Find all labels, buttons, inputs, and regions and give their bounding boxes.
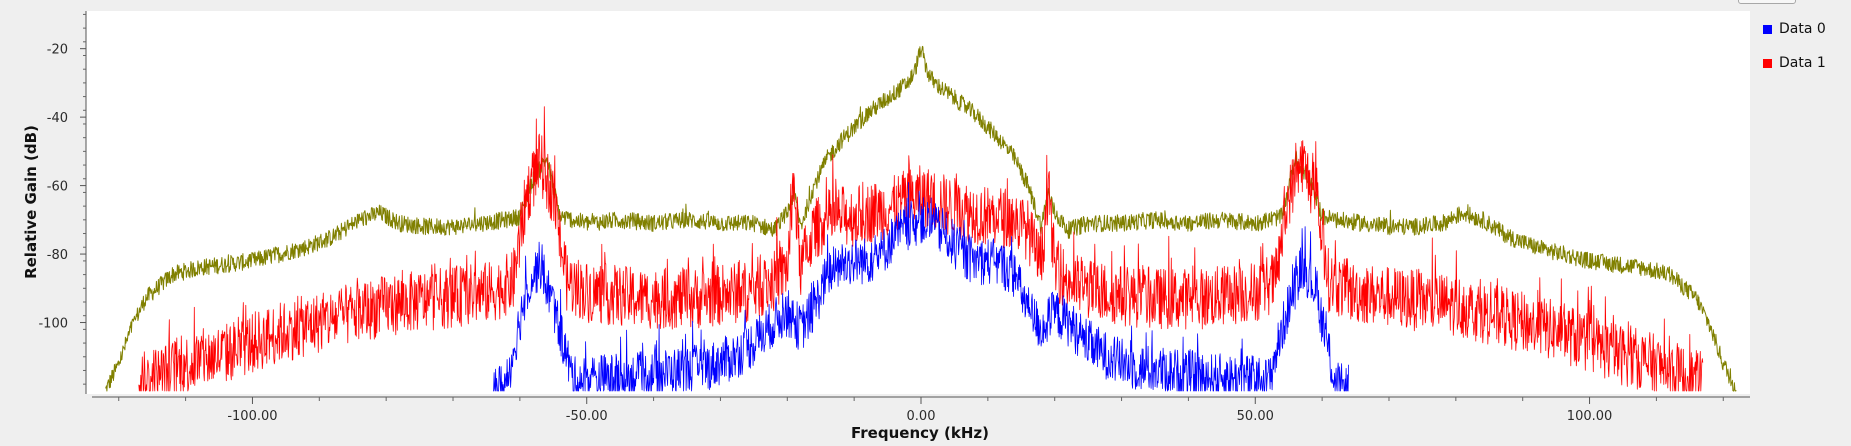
- series-line-unlabeled: [105, 45, 1737, 392]
- legend-label-data-1: Data 1: [1779, 55, 1826, 71]
- y-tick-label: -100: [38, 317, 68, 332]
- x-tick-label: -50.00: [566, 409, 608, 424]
- legend-label-data-0: Data 0: [1779, 21, 1826, 37]
- legend-swatch-data-0: [1763, 24, 1772, 34]
- legend-swatch-data-1: [1763, 58, 1772, 68]
- x-axis-title: Frequency (kHz): [851, 424, 989, 442]
- y-tick-label: -20: [47, 43, 68, 58]
- y-tick-label: -80: [47, 248, 68, 263]
- legend-item-data-1[interactable]: Data 1: [1763, 46, 1849, 80]
- x-tick-label: 50.00: [1237, 409, 1274, 424]
- y-axis: -20 -40 -60 -80 -100: [38, 11, 87, 394]
- series-line-data-0: [493, 182, 1349, 392]
- x-axis: -100.00 -50.00 0.00 50.00 100.00: [92, 396, 1750, 424]
- series-curves: [105, 45, 1737, 392]
- x-tick-label: 100.00: [1567, 409, 1613, 424]
- x-tick-label: -100.00: [227, 409, 277, 424]
- y-tick-label: -40: [47, 111, 68, 126]
- corner-control[interactable]: [1738, 0, 1796, 4]
- legend-item-data-0[interactable]: Data 0: [1763, 12, 1849, 46]
- y-tick-label: -60: [47, 180, 68, 195]
- y-axis-title: Relative Gain (dB): [22, 125, 40, 279]
- legend: Data 0 Data 1: [1763, 12, 1849, 80]
- series-line-data-1: [138, 106, 1704, 392]
- x-tick-label: 0.00: [907, 409, 936, 424]
